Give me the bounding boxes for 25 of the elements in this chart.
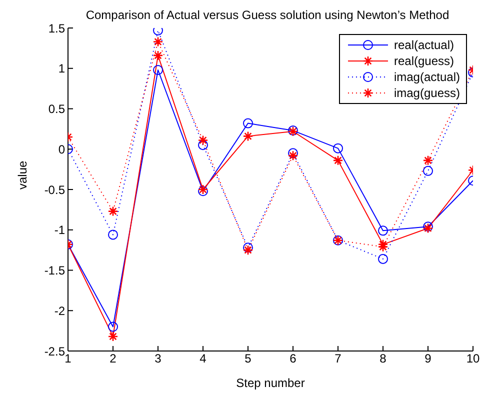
x-tick-label: 10 — [466, 352, 480, 366]
x-tick-label: 9 — [424, 352, 432, 366]
chart-title: Comparison of Actual versus Guess solution using Newton’s Method — [84, 8, 450, 22]
y-tick-label: -0.5 — [44, 182, 66, 197]
legend-label: real(guess) — [394, 54, 454, 68]
x-tick-label: 8 — [380, 352, 387, 366]
x-tick-label: 3 — [154, 352, 162, 366]
y-tick-label: 0 — [58, 142, 66, 156]
y-tick-label: -2 — [54, 304, 66, 318]
y-tick-label: 1.5 — [48, 21, 66, 36]
legend-label: real(actual) — [394, 38, 454, 52]
x-tick-label: 7 — [334, 352, 342, 366]
y-tick-label: -1 — [54, 223, 66, 238]
x-axis-title: Step number — [236, 376, 305, 390]
y-tick-label: 0.5 — [48, 102, 66, 116]
legend-label: imag(actual) — [394, 70, 460, 84]
x-tick-label: 2 — [110, 352, 117, 366]
y-tick-label: 1 — [58, 62, 66, 76]
x-tick-label: 5 — [244, 352, 252, 366]
x-tick-label: 6 — [290, 352, 297, 366]
legend-label: imag(guess) — [394, 86, 460, 100]
y-tick-label: -1.5 — [44, 264, 66, 278]
y-axis-title: value — [15, 160, 30, 190]
y-tick-label: -2.5 — [44, 344, 66, 358]
x-tick-label: 4 — [200, 352, 207, 366]
